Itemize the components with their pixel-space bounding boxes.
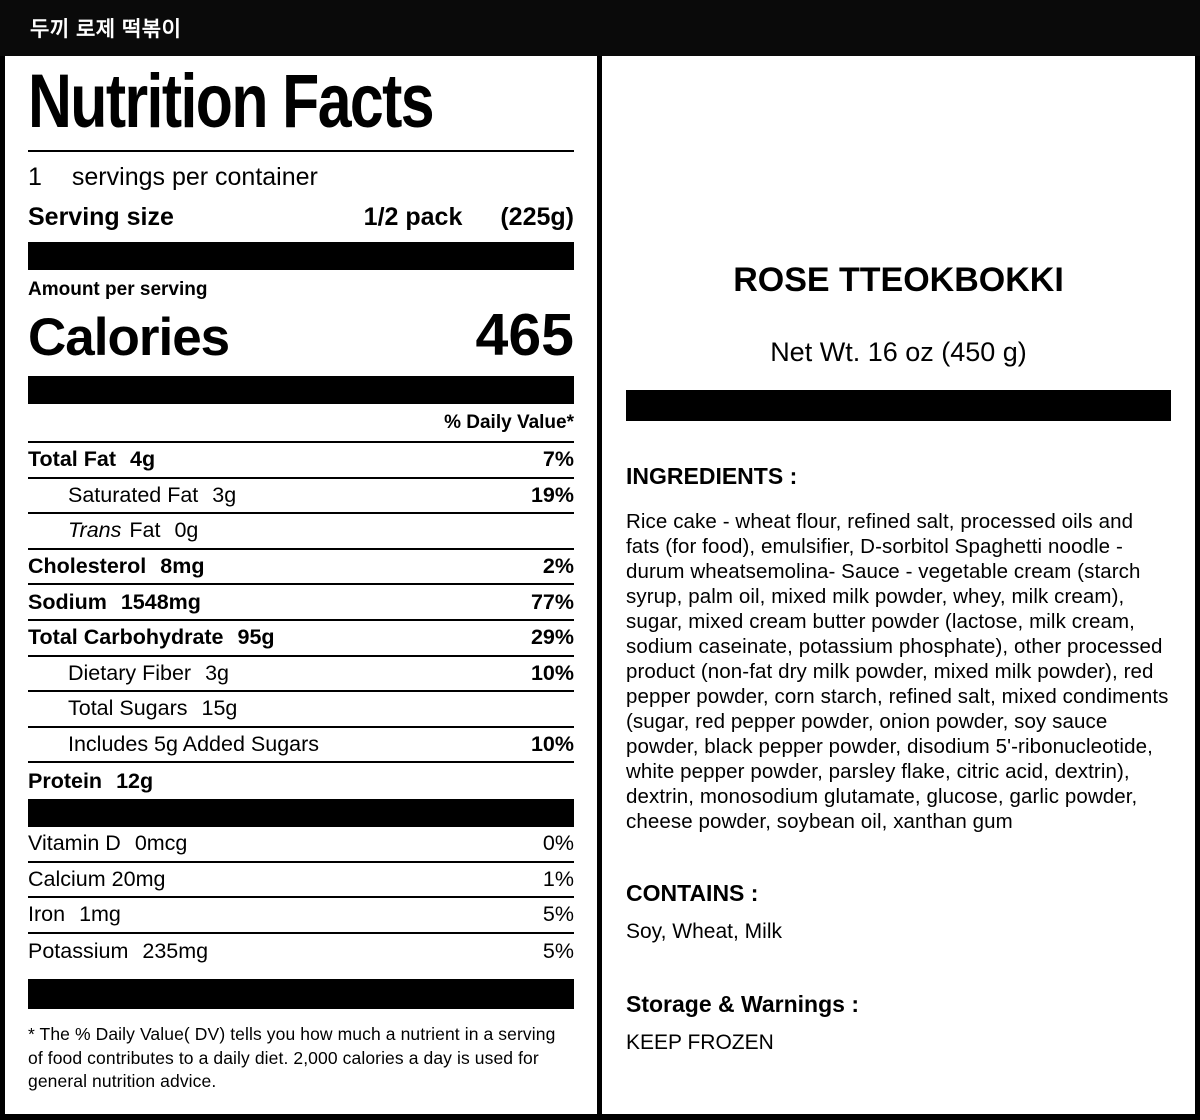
nutrient-dv: 7% bbox=[542, 447, 574, 472]
contains-label: CONTAINS : bbox=[626, 880, 759, 906]
calories-value: 465 bbox=[475, 302, 574, 368]
nutrient-row-added-sugars: Includes 5g Added Sugars 10% bbox=[28, 728, 574, 764]
nutrient-amount: 1mg bbox=[79, 902, 121, 927]
nutrient-name: Dietary Fiber bbox=[68, 660, 192, 685]
nutrient-name: Fat bbox=[129, 518, 161, 543]
nutrient-dv: 19% bbox=[530, 482, 574, 507]
nutrient-name: Total Sugars bbox=[68, 696, 188, 721]
nutrient-name: Iron bbox=[28, 902, 66, 927]
nutrient-dv: 29% bbox=[530, 625, 574, 650]
nutrient-dv: 10% bbox=[530, 660, 574, 685]
nutrient-dv: 77% bbox=[530, 589, 574, 614]
thick-separator-bar bbox=[28, 242, 574, 270]
nutrient-row-saturated-fat: Saturated Fat 3g 19% bbox=[28, 479, 574, 515]
calories-row: Calories 465 bbox=[28, 301, 574, 376]
nutrient-row-sodium: Sodium 1548mg 77% bbox=[28, 585, 574, 621]
nutrient-row-protein: Protein 12g bbox=[28, 763, 574, 799]
nutrient-name: Protein bbox=[28, 768, 103, 793]
product-name: ROSE TTEOKBOKKI bbox=[733, 261, 1064, 299]
daily-value-footnote: * The % Daily Value( DV) tells you how m… bbox=[28, 1024, 556, 1092]
serving-size-row: Serving size 1/2 pack (225g) bbox=[28, 194, 574, 242]
nutrient-row-total-sugars: Total Sugars 15g bbox=[28, 692, 574, 728]
nutrient-amount: 15g bbox=[201, 696, 238, 721]
servings-per-container-row: 1 servings per container bbox=[28, 152, 574, 194]
nutrient-row-calcium: Calcium 20mg 1% bbox=[28, 863, 574, 899]
nutrient-row-trans-fat: Trans Fat 0g bbox=[28, 514, 574, 550]
nutrient-row-potassium: Potassium 235mg 5% bbox=[28, 934, 574, 970]
net-weight: Net Wt. 16 oz (450 g) bbox=[770, 337, 1027, 367]
nutrient-amount: 3g bbox=[212, 482, 237, 507]
servings-count: 1 bbox=[28, 163, 42, 191]
nutrient-amount: 3g bbox=[205, 660, 229, 685]
daily-value-header: % Daily Value* bbox=[28, 404, 574, 443]
nutrient-row-total-carbohydrate: Total Carbohydrate 95g 29% bbox=[28, 621, 574, 657]
nutrient-dv: 10% bbox=[530, 732, 574, 757]
window-title: 두끼 로제 떡볶이 bbox=[30, 18, 182, 41]
nutrient-dv: 1% bbox=[542, 866, 574, 891]
nutrition-facts-panel: Nutrition Facts 1 servings per container… bbox=[5, 56, 597, 1114]
nutrient-row-dietary-fiber: Dietary Fiber 3g 10% bbox=[28, 657, 574, 693]
nutrient-amount: 4g bbox=[129, 447, 156, 472]
nutrient-amount: 0g bbox=[174, 518, 199, 543]
ingredients-text: Rice cake - wheat flour, refined salt, p… bbox=[626, 510, 1169, 833]
storage-warnings-text: KEEP FROZEN bbox=[626, 1031, 774, 1054]
nutrient-amount: 8mg bbox=[160, 554, 205, 579]
header-rule bbox=[28, 150, 574, 152]
nutrient-amount: 0mcg bbox=[134, 831, 188, 856]
nutrient-name: Total Fat bbox=[28, 447, 116, 472]
panel-divider bbox=[597, 56, 602, 1114]
thick-separator-bar bbox=[28, 798, 574, 827]
nutrient-row-iron: Iron 1mg 5% bbox=[28, 898, 574, 934]
thick-separator-bar bbox=[626, 390, 1171, 421]
nutrient-amount: 95g bbox=[237, 625, 275, 650]
amount-per-serving-label: Amount per serving bbox=[28, 279, 208, 300]
label-panels: Nutrition Facts 1 servings per container… bbox=[0, 56, 1200, 1120]
window-title-bar: 두끼 로제 떡볶이 bbox=[0, 0, 1200, 56]
calories-label: Calories bbox=[28, 308, 230, 367]
serving-size-grams: (225g) bbox=[500, 203, 574, 231]
nutrient-amount: 235mg bbox=[142, 939, 209, 964]
nutrient-dv: 0% bbox=[542, 831, 574, 856]
ingredients-label: INGREDIENTS : bbox=[626, 463, 798, 489]
thick-separator-bar bbox=[28, 979, 574, 1010]
nutrient-name-italic: Trans bbox=[68, 518, 122, 543]
nutrient-row-total-fat: Total Fat 4g 7% bbox=[28, 443, 574, 479]
nutrient-name: Vitamin D bbox=[28, 831, 121, 856]
nutrient-amount: 20mg bbox=[111, 866, 166, 891]
nutrient-name: Saturated Fat bbox=[68, 482, 199, 507]
nutrient-dv: 5% bbox=[542, 939, 574, 964]
nutrient-row-vitamin-d: Vitamin D 0mcg 0% bbox=[28, 827, 574, 863]
contains-text: Soy, Wheat, Milk bbox=[626, 920, 782, 943]
nutrient-name: Includes 5g Added Sugars bbox=[68, 732, 320, 757]
storage-warnings-label: Storage & Warnings : bbox=[626, 991, 859, 1017]
nutrient-row-cholesterol: Cholesterol 8mg 2% bbox=[28, 550, 574, 586]
nutrient-name: Calcium bbox=[28, 866, 106, 891]
thick-separator-bar bbox=[28, 376, 574, 404]
nutrient-amount: 12g bbox=[116, 768, 154, 793]
nutrient-name: Cholesterol bbox=[28, 554, 147, 579]
nutrient-name: Total Carbohydrate bbox=[28, 625, 224, 650]
serving-size-label: Serving size bbox=[28, 203, 174, 231]
product-info-panel: ROSE TTEOKBOKKI Net Wt. 16 oz (450 g) IN… bbox=[602, 56, 1195, 1114]
nutrition-facts-title: Nutrition Facts bbox=[28, 59, 435, 144]
nutrient-name: Sodium bbox=[28, 589, 107, 614]
nutrient-name: Potassium bbox=[28, 939, 129, 964]
nutrient-dv: 5% bbox=[542, 902, 574, 927]
nutrient-amount: 1548mg bbox=[120, 589, 201, 614]
nutrient-dv: 2% bbox=[542, 554, 574, 579]
serving-size-value: 1/2 pack bbox=[363, 203, 463, 231]
servings-label: servings per container bbox=[71, 163, 318, 191]
